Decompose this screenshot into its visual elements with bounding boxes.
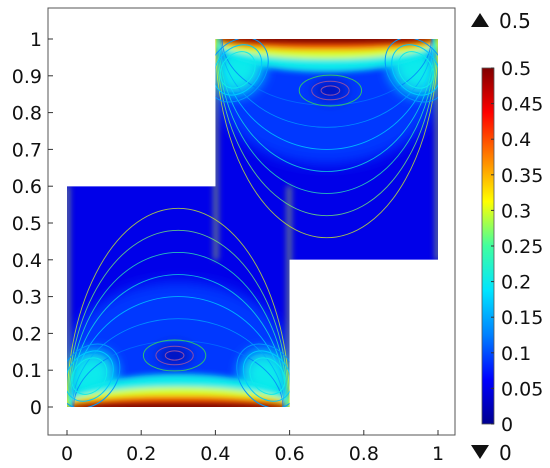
upper-block-contour-arc xyxy=(219,39,434,150)
colorbar-tick-label: 0.15 xyxy=(501,307,543,329)
colorbar-tick-label: 0.3 xyxy=(501,200,531,222)
lower-block-contour-lobe xyxy=(67,343,121,407)
upper-block-contour-arc xyxy=(221,39,432,106)
lower-block-edge-right xyxy=(286,186,292,407)
x-axis: 0 0.2 0.4 0.6 0.8 1 xyxy=(61,430,444,465)
lower-block-contour-arc xyxy=(71,296,286,407)
range-min-triangle-icon xyxy=(471,445,489,459)
upper-block-edge-band xyxy=(210,39,438,45)
y-tick-label: 0.1 xyxy=(12,360,42,382)
lower-block-contour-lobe xyxy=(242,350,292,402)
x-tick-label: 0.8 xyxy=(349,443,379,465)
upper-block-contour-lobe xyxy=(391,44,438,96)
upper-block-edge-right xyxy=(435,39,438,260)
upper-block-edge-band xyxy=(210,39,438,51)
lower-block-contour-arc xyxy=(67,207,291,407)
lower-block-contour-vortex xyxy=(142,339,207,372)
lower-block-contour-vortex xyxy=(164,350,185,361)
lower-block-contour-arc xyxy=(67,229,289,407)
colorbar-tick-label: 0.1 xyxy=(501,343,531,365)
colorbar-tick-label: 0.25 xyxy=(501,236,543,258)
upper-block-contour-lobe xyxy=(213,44,263,96)
upper-block-contour-vortex xyxy=(320,85,341,96)
colorbar-tick-label: 0.5 xyxy=(501,58,531,80)
y-tick-label: 0.7 xyxy=(12,139,42,161)
colorbar: 0 0.05 0.1 0.15 0.2 0.25 0.3 0.35 0.4 0.45 0.5 0.5 0 xyxy=(471,9,543,465)
colorbar-tick-label: 0.35 xyxy=(501,165,543,187)
lower-block-contour-arc xyxy=(72,318,285,407)
y-tick-label: 0.4 xyxy=(12,250,42,272)
lower-block-contour-arc xyxy=(73,340,284,407)
lower-block-edge-band xyxy=(67,401,295,407)
upper-block-contour-arc xyxy=(220,39,433,128)
lower-block-edge-left xyxy=(67,186,70,407)
plot-frame xyxy=(47,7,456,436)
colorbar-tick-label: 0.05 xyxy=(501,378,543,400)
colorbar-tick-label: 0.4 xyxy=(501,129,531,151)
upper-block-contour-vortex xyxy=(298,74,363,107)
lower-block-contour-arc xyxy=(69,274,287,407)
lower-block-contour-arc xyxy=(68,252,288,407)
colorbar-tick-label: 0.2 xyxy=(501,272,531,294)
y-tick-label: 0.8 xyxy=(12,103,42,125)
upper-block-contour-vortex xyxy=(311,80,350,101)
lower-block-contour-lobe xyxy=(71,357,108,395)
lower-block-contour-lobe xyxy=(67,350,114,402)
upper-block-edge-band xyxy=(210,39,438,59)
y-tick-label: 0.2 xyxy=(12,323,42,345)
upper-block-contour-arc xyxy=(214,39,438,239)
range-max-label: 0.5 xyxy=(499,9,531,33)
upper-block-contour-arc xyxy=(218,39,436,172)
contour-lines xyxy=(67,39,438,407)
y-tick-label: 0.6 xyxy=(12,176,42,198)
lower-block-edge xyxy=(67,186,295,407)
x-tick-label: 0 xyxy=(61,443,73,465)
upper-block-contour-lobe xyxy=(397,51,434,89)
y-tick-label: 0 xyxy=(30,397,42,419)
y-axis: 0 0.1 0.2 0.3 0.4 0.5 0.6 0.7 0.8 0.9 1 xyxy=(12,29,53,419)
colorbar-tick-label: 0 xyxy=(501,414,513,436)
upper-block-contour-lobe xyxy=(384,39,438,103)
x-tick-label: 0.6 xyxy=(274,443,304,465)
y-tick-label: 0.5 xyxy=(12,213,42,235)
lower-block-vortex xyxy=(156,345,193,366)
range-max-triangle-icon xyxy=(471,13,489,27)
upper-block-contour-arc xyxy=(217,39,437,194)
upper-block-edge-band xyxy=(210,39,438,73)
x-tick-label: 1 xyxy=(432,443,444,465)
y-tick-label: 1 xyxy=(30,29,42,51)
lower-block-contour-lobe xyxy=(249,357,286,395)
x-tick-label: 0.2 xyxy=(126,443,156,465)
upper-block-contour-arc xyxy=(216,39,438,217)
range-min-label: 0 xyxy=(499,441,512,465)
x-tick-label: 0.4 xyxy=(200,443,230,465)
upper-block-contour-lobe xyxy=(219,51,256,89)
upper-block-vortex xyxy=(312,80,349,101)
upper-block-edge-left xyxy=(213,39,219,260)
upper-block-edge xyxy=(210,39,438,260)
colorbar-tick-label: 0.45 xyxy=(501,94,543,116)
y-tick-label: 0.9 xyxy=(12,66,42,88)
y-tick-label: 0.3 xyxy=(12,287,42,309)
heatmap-field xyxy=(67,39,438,407)
lower-block-contour-vortex xyxy=(155,345,194,366)
